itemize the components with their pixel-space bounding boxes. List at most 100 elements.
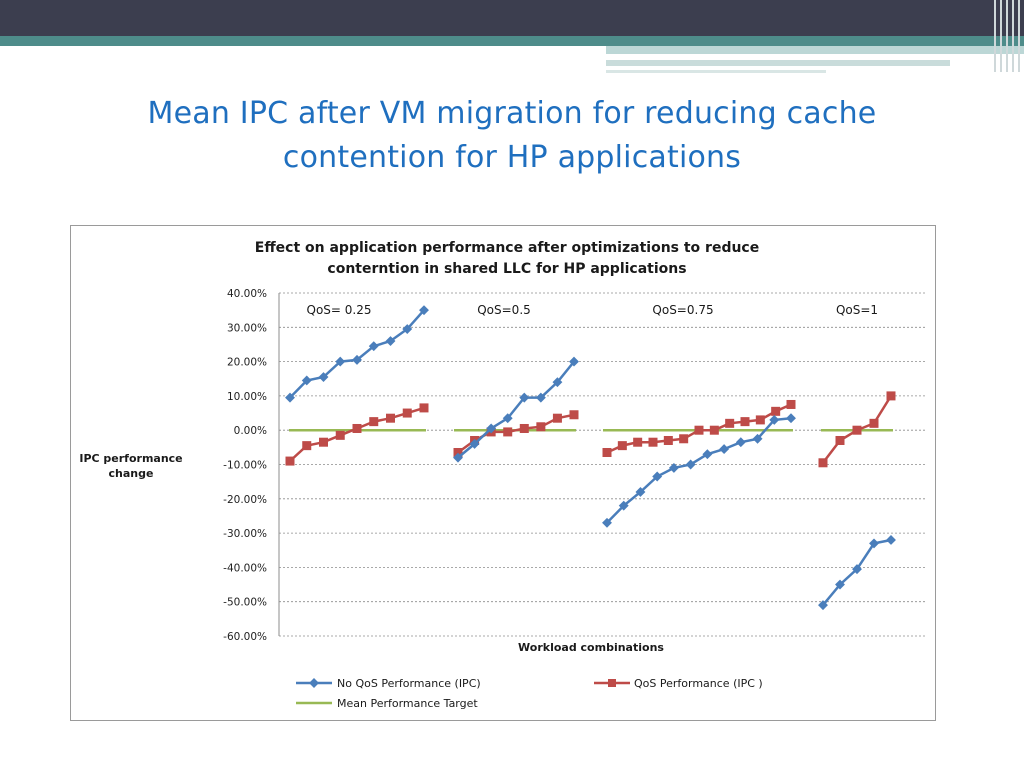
qos-series-point — [818, 458, 828, 468]
no-qos-series-point — [786, 413, 796, 424]
top-banner — [0, 0, 1024, 36]
qos-series-point — [503, 427, 513, 437]
no-qos-series-point — [352, 354, 362, 365]
qos-series-point — [725, 418, 735, 428]
y-tick-label: -10.00% — [223, 460, 267, 472]
qos-series-point — [335, 430, 345, 440]
qos-series-point — [319, 437, 328, 447]
legend-item-no-qos: No QoS Performance (IPC) — [296, 677, 481, 690]
no-qos-series-point — [519, 392, 530, 403]
legend-swatch-marker — [309, 678, 319, 688]
no-qos-series-point — [486, 423, 497, 434]
y-tick-label: -60.00% — [223, 631, 267, 643]
decor-vertical-lines — [990, 0, 1024, 72]
y-tick-label: 40.00% — [227, 288, 267, 300]
chart: 40.00% 30.00% 20.00% 10.00% 0.00% -10.00% -20.… — [79, 240, 926, 710]
no-qos-series-point — [702, 449, 713, 460]
y-axis-ticks: 40.00% 30.00% 20.00% 10.00% 0.00% -10.00% -20.… — [223, 288, 267, 643]
x-axis-label: Workload combinations — [518, 641, 664, 654]
y-tick-label: 30.00% — [227, 322, 267, 334]
y-tick-label: -30.00% — [223, 528, 267, 540]
gridlines — [278, 292, 926, 637]
decor-stripe — [606, 46, 1024, 54]
legend: No QoS Performance (IPC) QoS Performance… — [296, 677, 763, 710]
no-qos-series-point — [719, 444, 730, 455]
slide-title-line: contention for HP applications — [282, 140, 742, 175]
qos-series-point — [386, 413, 395, 423]
no-qos-series-point — [469, 438, 480, 449]
y-tick-label: 20.00% — [227, 357, 267, 369]
qos-series-point — [519, 423, 529, 433]
y-tick-label: 0.00% — [234, 425, 267, 437]
qos-series-point — [569, 410, 579, 420]
no-qos-series-point — [602, 517, 612, 528]
qos-series-point — [633, 437, 643, 447]
qos-series-point — [663, 435, 673, 445]
qos-series-point — [709, 425, 719, 435]
y-axis-label: IPC performance — [79, 452, 182, 465]
legend-swatch-marker — [608, 679, 616, 687]
chart-title: conterntion in shared LLC for HP applica… — [327, 261, 686, 277]
no-qos-series-point — [852, 564, 862, 575]
no-qos-series-point — [569, 356, 579, 367]
no-qos-series-point — [752, 433, 763, 444]
no-qos-series-point — [818, 600, 828, 611]
qos-series-point — [369, 417, 379, 427]
accent-bar — [0, 36, 1024, 46]
no-qos-series-point — [652, 471, 663, 482]
series-layer — [285, 305, 896, 611]
decor-stripe — [606, 60, 950, 66]
qos-series-point — [786, 399, 796, 409]
qos-series-point — [419, 403, 429, 413]
slide-title: Mean IPC after VM migration for reducing… — [30, 92, 994, 180]
group-label: QoS=1 — [836, 303, 878, 317]
qos-series-point — [402, 408, 412, 418]
no-qos-series-point — [735, 437, 746, 448]
group-label: QoS=0.75 — [652, 303, 713, 317]
qos-series-point — [552, 413, 562, 423]
no-qos-series-point — [618, 500, 629, 511]
qos-series-point — [617, 441, 627, 451]
no-qos-series-point — [635, 486, 646, 497]
no-qos-series-point — [769, 414, 780, 425]
no-qos-series-point — [535, 392, 546, 403]
y-tick-label: -40.00% — [223, 562, 267, 574]
no-qos-series-line — [289, 309, 425, 399]
qos-series-point — [679, 434, 689, 444]
no-qos-series-point — [886, 535, 896, 545]
qos-series-point — [453, 447, 463, 457]
qos-series-point — [771, 406, 781, 416]
legend-label: QoS Performance (IPC ) — [634, 677, 763, 690]
no-qos-series-point — [668, 462, 679, 473]
qos-series-point — [285, 456, 295, 466]
qos-series-point — [852, 425, 862, 435]
legend-item-target: Mean Performance Target — [296, 697, 478, 710]
qos-series-point — [648, 437, 658, 447]
slide-title-line: Mean IPC after VM migration for reducing… — [147, 96, 877, 131]
qos-series-point — [302, 441, 312, 451]
no-qos-series-point — [835, 579, 845, 590]
qos-series-point — [352, 423, 362, 433]
no-qos-series-line — [457, 360, 575, 459]
group-label: QoS= 0.25 — [307, 303, 372, 317]
legend-label: No QoS Performance (IPC) — [337, 677, 481, 690]
qos-series-point — [755, 415, 765, 425]
qos-series-point — [602, 447, 612, 457]
qos-series-point — [869, 418, 879, 428]
chart-frame: 40.00% 30.00% 20.00% 10.00% 0.00% -10.00% -20.… — [70, 225, 936, 721]
qos-series-point — [886, 391, 896, 401]
legend-label: Mean Performance Target — [337, 697, 478, 710]
y-axis-label: change — [109, 467, 154, 480]
y-tick-label: -20.00% — [223, 494, 267, 506]
legend-item-qos: QoS Performance (IPC ) — [594, 677, 763, 690]
no-qos-series-point — [285, 392, 295, 403]
no-qos-series-line — [606, 416, 792, 524]
qos-series-point — [835, 435, 845, 445]
decor-stripe — [606, 70, 826, 73]
group-label: QoS=0.5 — [477, 303, 531, 317]
y-tick-label: -50.00% — [223, 597, 267, 609]
no-qos-series-point — [453, 452, 463, 463]
qos-series-point — [694, 425, 704, 435]
no-qos-series-point — [685, 459, 696, 470]
qos-series-point — [740, 417, 750, 427]
